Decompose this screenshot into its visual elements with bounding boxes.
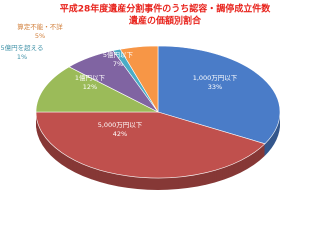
- slice-label: 1億円以下: [75, 73, 106, 82]
- slice: [35, 111, 266, 179]
- chart-subtitle: 遺産の価額別割合: [128, 15, 202, 27]
- value-label: 7%: [113, 60, 123, 68]
- value-label: 12%: [83, 83, 97, 91]
- value-label: 42%: [113, 130, 127, 138]
- page: {"chart_data": {"type": "pie", "title": …: [0, 2, 281, 190]
- slice-label: 5億円を超える: [1, 43, 44, 52]
- slice-label: 5億円以下: [103, 50, 134, 59]
- slice: [35, 66, 159, 113]
- slice-label: 算定不能・不詳: [17, 22, 63, 31]
- slice-label: 1,000万円以下: [193, 74, 238, 82]
- value-label: 5%: [35, 32, 45, 40]
- value-label: 33%: [208, 83, 222, 91]
- slice: [157, 45, 281, 145]
- value-label: 1%: [17, 53, 27, 61]
- slice-label: 5,000万円以下: [98, 121, 143, 129]
- slice: [119, 45, 159, 114]
- chart: 平成28年度遺産分割事件のうち認容・調停成立件数 遺産の価額別割合 1,000万…: [1, 3, 281, 190]
- chart-title: 平成28年度遺産分割事件のうち認容・調停成立件数: [60, 3, 272, 15]
